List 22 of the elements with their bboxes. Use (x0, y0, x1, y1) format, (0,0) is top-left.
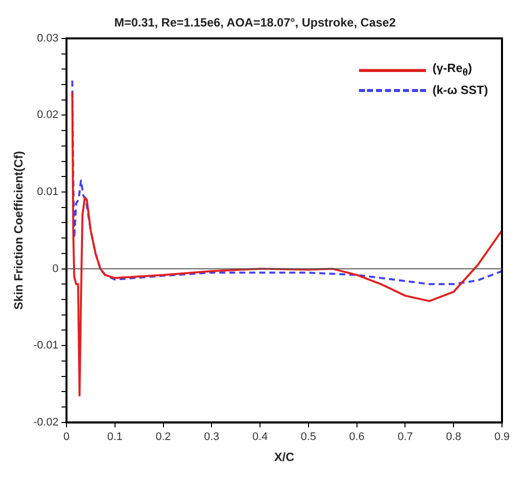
y-axis-title: Skin Friction Coefficient(Cf) (12, 151, 26, 310)
chart-title: M=0.31, Re=1.15e6, AOA=18.07°, Upstroke, Case2 (114, 16, 396, 30)
x-tick-label: 0.4 (252, 431, 268, 444)
y-tick-label: 0.03 (37, 32, 58, 44)
x-tick-label: 0.9 (494, 431, 510, 444)
legend-label: (γ-Re$_{θ}$) (432, 61, 472, 79)
x-tick-label: 0.2 (156, 431, 171, 444)
x-tick-label: 0 (63, 431, 70, 444)
legend-label: (k-ω SST) (432, 83, 488, 97)
x-tick-label: 0.1 (107, 431, 123, 444)
x-tick-label: 0.6 (349, 431, 364, 444)
x-tick-label: 0.8 (446, 431, 462, 444)
line-series (71, 80, 502, 286)
y-tick-label: -0.02 (33, 416, 58, 428)
y-tick-label: -0.01 (33, 340, 58, 352)
y-tick-label: 0.02 (37, 109, 58, 122)
x-tick-label: 0.7 (398, 431, 413, 444)
x-axis-title: X/C (274, 450, 295, 464)
x-tick-label: 0.3 (204, 431, 220, 444)
y-tick-label: 0.01 (37, 186, 58, 198)
x-tick-label: 0.5 (300, 431, 316, 444)
y-tick-label: 0 (52, 262, 58, 275)
